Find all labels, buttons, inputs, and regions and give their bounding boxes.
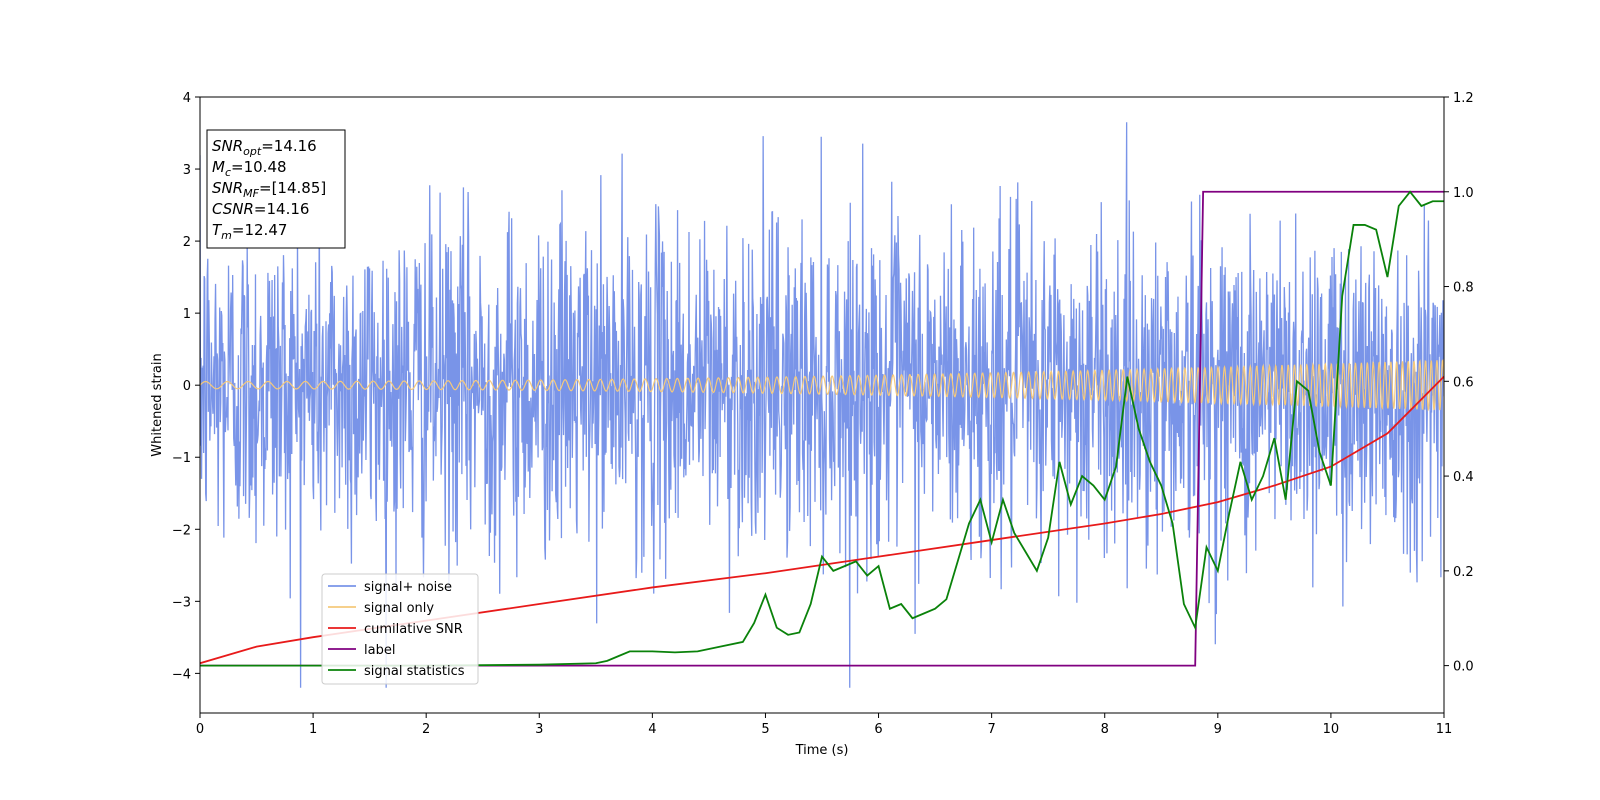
y-tick-label: 4 xyxy=(183,91,191,106)
x-tick-label: 6 xyxy=(874,722,882,737)
y-right-tick-label: 0.4 xyxy=(1453,470,1474,485)
y-right-tick-label: 0.0 xyxy=(1453,660,1474,675)
x-tick-label: 3 xyxy=(535,722,543,737)
y-right-tick-label: 1.0 xyxy=(1453,186,1474,201)
y-right-tick-label: 1.2 xyxy=(1453,91,1474,106)
legend-entry: signal only xyxy=(364,601,434,616)
x-tick-label: 9 xyxy=(1214,722,1222,737)
series-signal-statistics-line xyxy=(200,190,1444,667)
legend-frame xyxy=(321,573,479,685)
x-tick-label: 8 xyxy=(1101,722,1109,737)
x-tick-label: 5 xyxy=(761,722,769,737)
legend-entry: signal+ noise xyxy=(364,580,452,595)
legend-entry: cumilative SNR xyxy=(364,622,463,637)
legend: signal+ noise signal only cumilative SNR la… xyxy=(321,573,479,685)
x-tick-label: 1 xyxy=(309,722,317,737)
y-tick-label: −1 xyxy=(172,451,191,466)
info-line: Mc=10.48 xyxy=(212,158,287,179)
x-tick-label: 2 xyxy=(422,722,430,737)
y-tick-label: −2 xyxy=(172,523,191,538)
y-tick-label: 1 xyxy=(183,307,191,322)
info-line: SNRopt=14.16 xyxy=(212,137,317,158)
x-tick-label: 10 xyxy=(1323,722,1340,737)
y-right-tick-label: 0.2 xyxy=(1453,565,1474,580)
info-line: SNRMF=[14.85] xyxy=(212,179,326,200)
y-tick-label: −3 xyxy=(172,595,191,610)
series-label-line xyxy=(200,190,1444,667)
axes: 0 1 2 3 4 5 6 7 8 9 10 11 −4 −3 −2 −1 0 1 2 3 4 0.0 0.2 0.4 0.6 0… xyxy=(150,91,1474,758)
info-box-frame xyxy=(206,129,346,249)
x-tick-label: 7 xyxy=(987,722,995,737)
legend-entry: signal statistics xyxy=(364,664,465,679)
y-tick-label: −4 xyxy=(172,667,191,682)
y-tick-label: 0 xyxy=(183,379,191,394)
y-right-tick-label: 0.6 xyxy=(1453,375,1474,390)
x-tick-label: 4 xyxy=(648,722,656,737)
info-line: CSNR=14.16 xyxy=(212,200,309,218)
y-axis-label: Whitened strain xyxy=(150,353,165,456)
series-signal-only-line xyxy=(200,358,1444,412)
plot-frame xyxy=(199,96,1445,714)
x-axis-label: Time (s) xyxy=(795,743,849,758)
y-right-tick-label: 0.8 xyxy=(1453,281,1474,296)
info-box: SNRopt=14.16Mc=10.48SNRMF=[14.85]CSNR=14… xyxy=(206,129,346,249)
info-line: Tm=12.47 xyxy=(212,221,287,242)
x-tick-label: 0 xyxy=(196,722,204,737)
legend-entry: label xyxy=(364,643,395,658)
y-tick-label: 3 xyxy=(183,163,191,178)
x-tick-label: 11 xyxy=(1436,722,1453,737)
series-signal-noise-line xyxy=(200,122,1444,688)
y-tick-label: 2 xyxy=(183,235,191,250)
